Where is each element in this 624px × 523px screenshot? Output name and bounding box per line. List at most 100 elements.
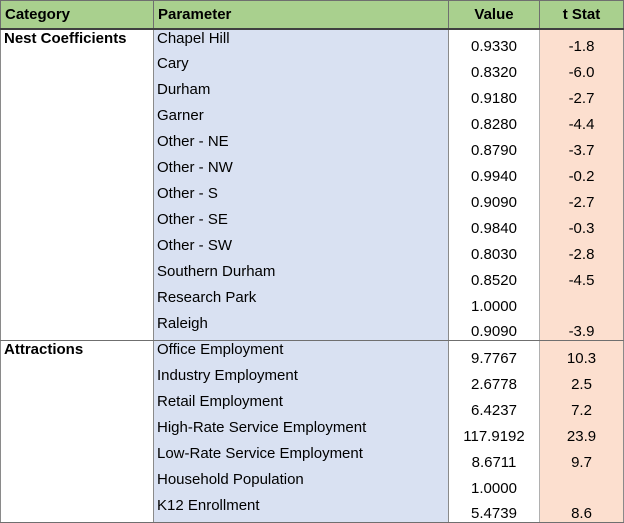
category-cell[interactable] — [0, 54, 154, 81]
t-stat-cell[interactable]: -1.8 — [539, 28, 624, 55]
t-stat-cell[interactable]: 8.6 — [539, 496, 624, 523]
parameter-cell[interactable]: Other - S — [153, 184, 449, 211]
category-cell[interactable] — [0, 210, 154, 237]
category-cell[interactable] — [0, 392, 154, 419]
value-cell[interactable]: 9.7767 — [448, 340, 540, 367]
header-t-stat[interactable]: t Stat — [539, 0, 624, 30]
category-cell[interactable]: Attractions — [0, 340, 154, 367]
category-cell[interactable] — [0, 366, 154, 393]
parameter-cell[interactable]: High-Rate Service Employment — [153, 418, 449, 445]
value-cell[interactable]: 0.9090 — [448, 184, 540, 211]
value-cell[interactable]: 0.9180 — [448, 80, 540, 107]
table-row: Other - SW 0.8030 -2.8 — [0, 236, 624, 263]
t-stat-cell[interactable] — [539, 470, 624, 497]
parameter-cell[interactable]: Other - NE — [153, 132, 449, 159]
category-cell[interactable] — [0, 106, 154, 133]
table-row: Industry Employment 2.6778 2.5 — [0, 366, 624, 393]
category-cell[interactable] — [0, 236, 154, 263]
parameter-cell[interactable]: Chapel Hill — [153, 28, 449, 55]
t-stat-cell[interactable]: 2.5 — [539, 366, 624, 393]
parameter-cell[interactable]: Southern Durham — [153, 262, 449, 289]
category-cell[interactable] — [0, 158, 154, 185]
t-stat-cell[interactable]: 9.7 — [539, 444, 624, 471]
parameter-cell[interactable]: Garner — [153, 106, 449, 133]
value-cell[interactable]: 0.9330 — [448, 28, 540, 55]
value-cell[interactable]: 0.8280 — [448, 106, 540, 133]
value-cell[interactable]: 1.0000 — [448, 470, 540, 497]
t-stat-cell[interactable]: -0.3 — [539, 210, 624, 237]
table-row: Other - NW 0.9940 -0.2 — [0, 158, 624, 185]
category-cell[interactable] — [0, 184, 154, 211]
table-row: Household Population 1.0000 — [0, 470, 624, 497]
t-stat-cell[interactable]: -2.8 — [539, 236, 624, 263]
value-cell[interactable]: 2.6778 — [448, 366, 540, 393]
value-cell[interactable]: 6.4237 — [448, 392, 540, 419]
value-cell[interactable]: 8.6711 — [448, 444, 540, 471]
t-stat-cell[interactable]: -4.5 — [539, 262, 624, 289]
header-row: Category Parameter Value t Stat — [0, 0, 624, 30]
t-stat-cell[interactable]: 23.9 — [539, 418, 624, 445]
parameter-cell[interactable]: Other - NW — [153, 158, 449, 185]
category-cell[interactable] — [0, 444, 154, 471]
parameter-cell[interactable]: Durham — [153, 80, 449, 107]
value-cell[interactable]: 0.8520 — [448, 262, 540, 289]
parameter-cell[interactable]: Other - SW — [153, 236, 449, 263]
table-row: K12 Enrollment 5.4739 8.6 — [0, 496, 624, 523]
t-stat-cell[interactable]: -6.0 — [539, 54, 624, 81]
t-stat-cell[interactable]: 7.2 — [539, 392, 624, 419]
category-cell[interactable] — [0, 314, 154, 341]
parameter-cell[interactable]: Cary — [153, 54, 449, 81]
category-cell[interactable] — [0, 470, 154, 497]
t-stat-cell[interactable]: -0.2 — [539, 158, 624, 185]
parameter-cell[interactable]: Raleigh — [153, 314, 449, 341]
parameter-cell[interactable]: Office Employment — [153, 340, 449, 367]
table-row: Cary 0.8320 -6.0 — [0, 54, 624, 81]
value-cell[interactable]: 0.9840 — [448, 210, 540, 237]
header-category[interactable]: Category — [0, 0, 154, 30]
header-value[interactable]: Value — [448, 0, 540, 30]
value-cell[interactable]: 0.8320 — [448, 54, 540, 81]
t-stat-cell[interactable] — [539, 288, 624, 315]
parameter-cell[interactable]: Household Population — [153, 470, 449, 497]
t-stat-cell[interactable]: -3.9 — [539, 314, 624, 341]
category-cell[interactable]: Nest Coefficients — [0, 28, 154, 55]
value-cell[interactable]: 117.9192 — [448, 418, 540, 445]
table-row: Garner 0.8280 -4.4 — [0, 106, 624, 133]
value-cell[interactable]: 5.4739 — [448, 496, 540, 523]
category-cell[interactable] — [0, 496, 154, 523]
table-row: Low-Rate Service Employment 8.6711 9.7 — [0, 444, 624, 471]
t-stat-cell[interactable]: -2.7 — [539, 80, 624, 107]
table-row: Research Park 1.0000 — [0, 288, 624, 315]
parameter-cell[interactable]: Other - SE — [153, 210, 449, 237]
value-cell[interactable]: 0.8030 — [448, 236, 540, 263]
value-cell[interactable]: 0.9940 — [448, 158, 540, 185]
parameter-cell[interactable]: Research Park — [153, 288, 449, 315]
t-stat-cell[interactable]: -4.4 — [539, 106, 624, 133]
category-cell[interactable] — [0, 132, 154, 159]
value-cell[interactable]: 0.8790 — [448, 132, 540, 159]
table-body: Nest Coefficients Chapel Hill 0.9330 -1.8 Ca… — [0, 28, 624, 523]
parameter-cell[interactable]: K12 Enrollment — [153, 496, 449, 523]
table-row: Southern Durham 0.8520 -4.5 — [0, 262, 624, 289]
t-stat-cell[interactable]: -3.7 — [539, 132, 624, 159]
table-row: Nest Coefficients Chapel Hill 0.9330 -1.8 — [0, 28, 624, 55]
category-cell[interactable] — [0, 418, 154, 445]
value-cell[interactable]: 0.9090 — [448, 314, 540, 341]
table-row: Other - NE 0.8790 -3.7 — [0, 132, 624, 159]
table-row: Attractions Office Employment 9.7767 10.3 — [0, 340, 624, 367]
category-cell[interactable] — [0, 80, 154, 107]
category-cell[interactable] — [0, 262, 154, 289]
table-row: Retail Employment 6.4237 7.2 — [0, 392, 624, 419]
parameter-cell[interactable]: Low-Rate Service Employment — [153, 444, 449, 471]
table-row: Other - SE 0.9840 -0.3 — [0, 210, 624, 237]
t-stat-cell[interactable]: 10.3 — [539, 340, 624, 367]
value-cell[interactable]: 1.0000 — [448, 288, 540, 315]
category-cell[interactable] — [0, 288, 154, 315]
parameter-cell[interactable]: Industry Employment — [153, 366, 449, 393]
header-parameter[interactable]: Parameter — [153, 0, 449, 30]
parameter-cell[interactable]: Retail Employment — [153, 392, 449, 419]
table-row: Raleigh 0.9090 -3.9 — [0, 314, 624, 341]
table-row: Other - S 0.9090 -2.7 — [0, 184, 624, 211]
t-stat-cell[interactable]: -2.7 — [539, 184, 624, 211]
